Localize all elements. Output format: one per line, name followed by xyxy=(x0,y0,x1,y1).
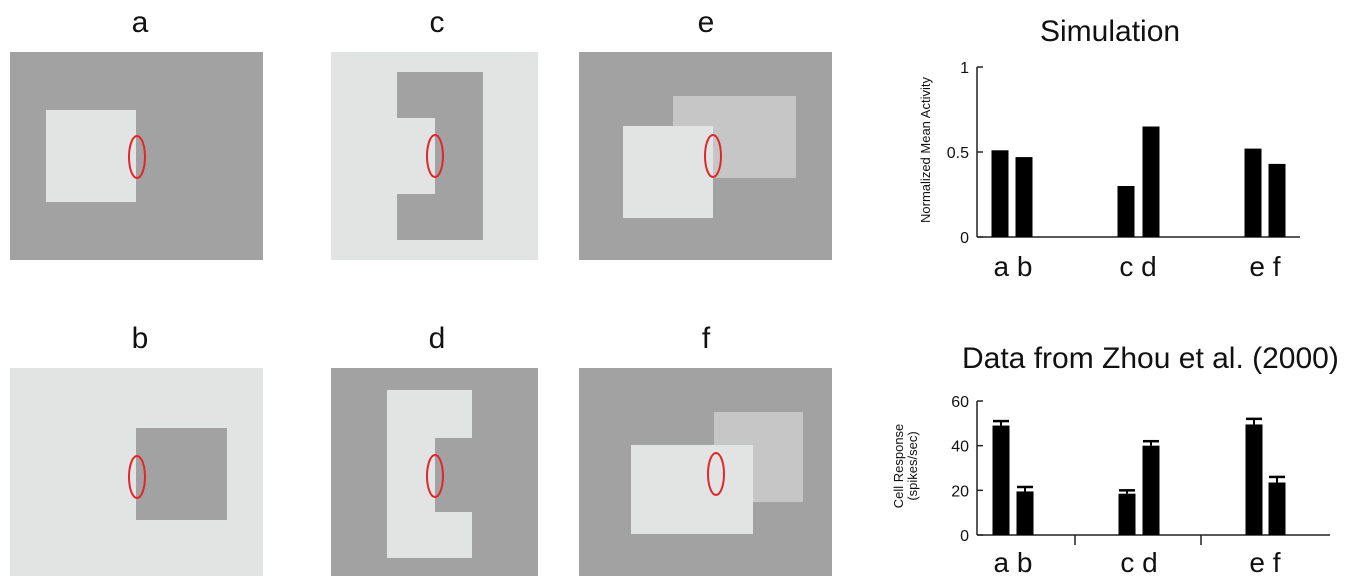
x-category-label: e f xyxy=(1249,547,1280,576)
receptive-field-ellipse xyxy=(128,455,146,499)
dark-square xyxy=(136,428,227,520)
simulation-chart-title: Simulation xyxy=(1040,15,1181,48)
receptive-field-ellipse xyxy=(128,135,146,179)
stimulus-b xyxy=(10,368,263,576)
panel-label-b: b xyxy=(131,322,149,355)
y-tick-label: 0 xyxy=(960,528,969,545)
y-tick-label: 1 xyxy=(960,60,969,77)
stimulus-f xyxy=(579,368,832,576)
bar-e xyxy=(1245,424,1263,535)
receptive-field-ellipse xyxy=(704,134,722,178)
receptive-field-ellipse xyxy=(707,452,725,496)
x-category-label: c d xyxy=(1119,251,1156,282)
stimulus-d xyxy=(331,368,538,576)
panel-label-e: e xyxy=(697,6,715,39)
stimulus-e xyxy=(579,52,832,260)
x-category-label: e f xyxy=(1249,251,1280,282)
panel-label-d: d xyxy=(428,322,446,355)
x-category-label: a b xyxy=(994,251,1033,282)
bar-b xyxy=(1016,491,1034,535)
bar-d xyxy=(1142,126,1160,237)
y-tick-label: 60 xyxy=(951,394,969,411)
y-tick-label: 40 xyxy=(951,439,969,456)
bar-a xyxy=(992,425,1010,535)
front-square xyxy=(623,126,713,218)
y-tick-label: 20 xyxy=(951,483,969,500)
bar-c xyxy=(1118,493,1136,535)
panel-label-a: a xyxy=(131,6,149,39)
receptive-field-ellipse xyxy=(426,134,444,178)
light-square xyxy=(46,110,136,202)
receptive-field-ellipse xyxy=(426,454,444,498)
c-shape xyxy=(397,72,483,240)
y-axis-label-line2: (spikes/sec) xyxy=(905,431,920,500)
bar-a xyxy=(991,150,1009,237)
bar-f xyxy=(1268,482,1286,535)
x-category-label: a b xyxy=(994,547,1033,576)
stimulus-c xyxy=(331,52,538,260)
bar-c xyxy=(1117,186,1135,237)
stimulus-a xyxy=(10,52,263,260)
x-category-label: c d xyxy=(1120,547,1157,576)
panel-label-f: f xyxy=(701,322,711,355)
y-axis-label-line1: Cell Response xyxy=(891,424,906,509)
data-chart-title: Data from Zhou et al. (2000) xyxy=(962,342,1339,375)
bar-b xyxy=(1015,157,1033,237)
y-tick-label: 0 xyxy=(960,230,969,247)
panel-label-c: c xyxy=(429,6,445,39)
bar-f xyxy=(1268,163,1286,237)
y-axis-label: Normalized Mean Activity xyxy=(918,77,933,223)
y-tick-label: 0.5 xyxy=(947,145,969,162)
bar-e xyxy=(1244,148,1262,237)
front-square xyxy=(631,445,753,534)
c-shape xyxy=(387,390,472,558)
bar-d xyxy=(1142,445,1160,535)
